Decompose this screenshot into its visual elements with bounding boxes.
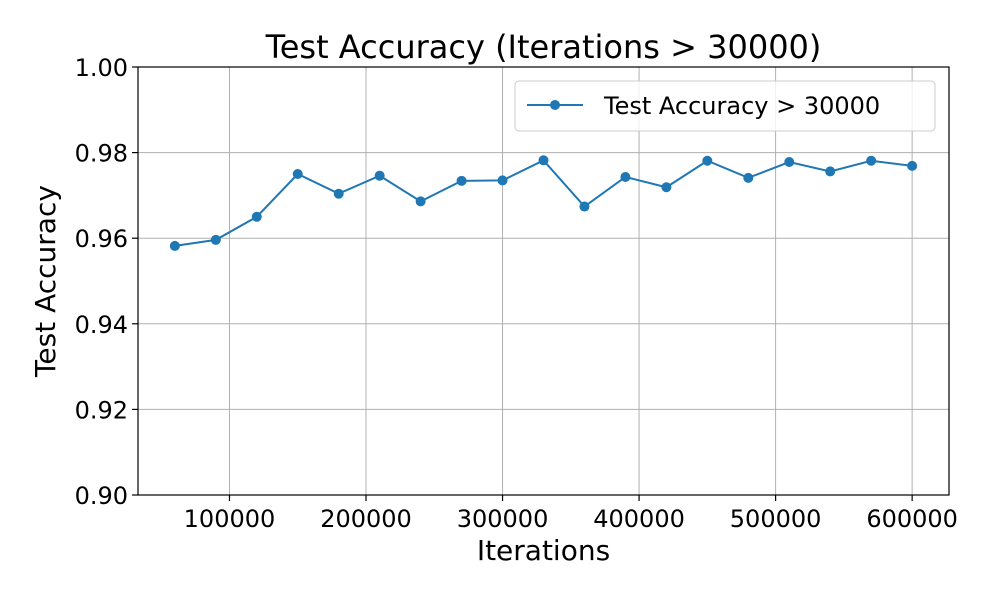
data-point-8 (497, 175, 508, 186)
data-point-12 (661, 182, 672, 193)
data-point-7 (456, 175, 467, 186)
data-point-18 (907, 160, 918, 171)
y-tick-label-2: 0.94 (75, 311, 128, 339)
data-point-6 (415, 196, 426, 207)
data-point-13 (702, 155, 713, 166)
data-point-16 (825, 166, 836, 177)
x-tick-label-1: 200000 (320, 505, 412, 533)
y-tick-label-0: 0.90 (75, 482, 128, 510)
legend-box (514, 80, 936, 132)
data-point-2 (251, 211, 262, 222)
series-layer (169, 155, 918, 251)
data-point-15 (784, 157, 795, 168)
y-tick-label-3: 0.96 (75, 225, 128, 253)
x-axis-label: Iterations (477, 534, 610, 567)
x-tick-label-2: 300000 (457, 505, 549, 533)
legend: Test Accuracy > 30000 (514, 80, 936, 132)
data-point-4 (333, 188, 344, 199)
data-point-1 (210, 234, 221, 245)
plot-area-frame (137, 66, 950, 496)
legend-label: Test Accuracy > 30000 (603, 92, 880, 120)
x-tick-label-4: 500000 (730, 505, 822, 533)
data-point-0 (169, 240, 180, 251)
data-point-17 (866, 155, 877, 166)
data-point-5 (374, 170, 385, 181)
legend-marker-swatch (550, 100, 560, 110)
data-point-14 (743, 172, 754, 183)
y-tick-label-1: 0.92 (75, 396, 128, 424)
y-tick-label-5: 1.00 (75, 54, 128, 82)
series-line-0 (174, 159, 913, 247)
data-point-3 (292, 169, 303, 179)
data-point-11 (620, 171, 631, 182)
x-tick-label-3: 400000 (593, 505, 685, 533)
axis-ticks: 100000 200000 300000 400000 500000 600000 0.90… (75, 54, 958, 533)
chart-title: Test Accuracy (Iterations > 30000) (265, 28, 822, 66)
x-tick-label-5: 600000 (866, 505, 958, 533)
y-tick-label-4: 0.98 (75, 140, 128, 168)
x-tick-label-0: 100000 (184, 505, 276, 533)
data-point-9 (538, 155, 549, 166)
y-axis-label: Test Accuracy (29, 185, 62, 378)
data-point-10 (579, 201, 590, 212)
